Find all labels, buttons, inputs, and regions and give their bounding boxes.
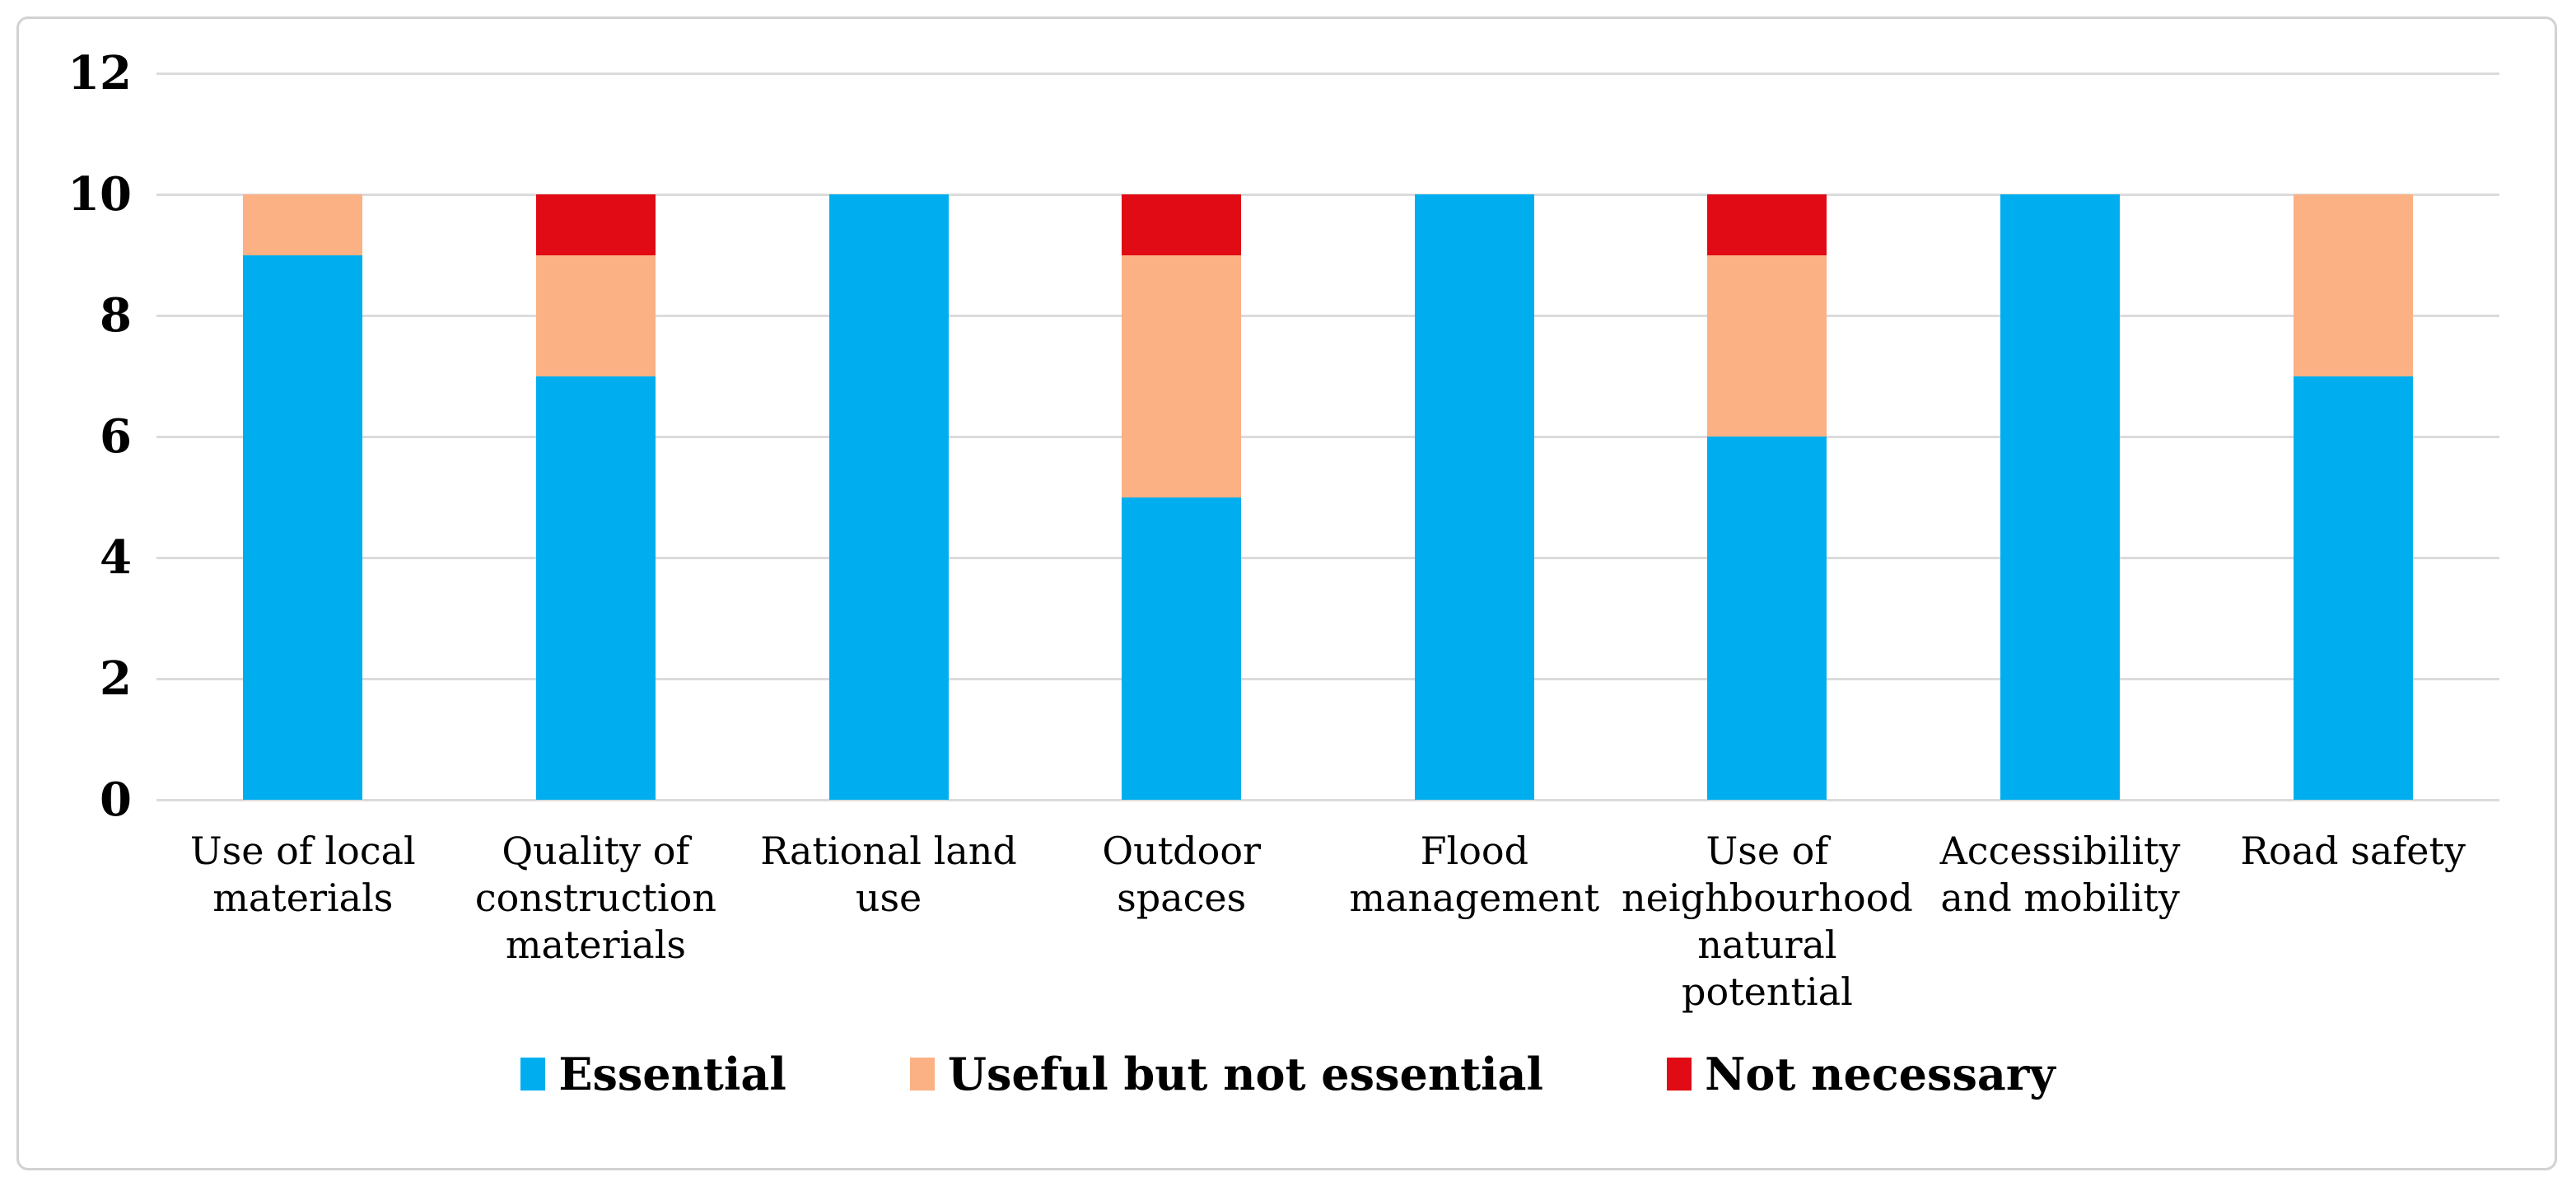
- bar-segment-useful-but-not-essential: [1707, 255, 1827, 437]
- category-label-line: neighbourhood: [1622, 876, 1913, 920]
- bar-segment-useful-but-not-essential: [2293, 194, 2413, 376]
- category-label-line: use: [855, 876, 922, 920]
- bar-segment-essential: [2000, 194, 2121, 800]
- bar-segment-essential: [828, 194, 949, 800]
- category-label-line: management: [1349, 876, 1600, 920]
- gridline-0: [156, 798, 2499, 801]
- category-label: Use of neighbourhood natural potential: [1621, 828, 1914, 1016]
- category-label-line: natural: [1697, 922, 1837, 967]
- category-label: Outdoor spaces: [1035, 828, 1328, 922]
- category-label: Flood management: [1328, 828, 1622, 922]
- bar-segment-essential: [243, 255, 363, 800]
- bar-segment-essential: [2293, 376, 2413, 800]
- category-label-line: Flood: [1420, 829, 1529, 873]
- gridline-12: [156, 72, 2499, 75]
- y-tick-label-2: 2: [100, 652, 132, 706]
- legend-swatch-essential: [520, 1058, 546, 1091]
- category-label: Use of local materials: [156, 828, 450, 922]
- category-label: Rational land use: [742, 828, 1035, 922]
- legend-label-useful-but-not-essential: Useful but not essential: [947, 1048, 1544, 1100]
- bar-segment-not-necessary: [1122, 194, 1242, 255]
- category-label-line: materials: [505, 922, 687, 967]
- category-label-line: Rational land: [760, 829, 1017, 873]
- legend-swatch-useful-but-not-essential: [909, 1058, 935, 1091]
- bar-segment-not-necessary: [1707, 194, 1827, 255]
- category-label: Accessibility and mobility: [1914, 828, 2207, 922]
- legend-item-not-necessary: Not necessary: [1667, 1048, 2056, 1100]
- bar-segment-essential: [1414, 194, 1534, 800]
- category-label: Quality of construction materials: [450, 828, 743, 969]
- bar-segment-not-necessary: [535, 194, 656, 255]
- gridline-6: [156, 435, 2499, 438]
- bar-segment-useful-but-not-essential: [1122, 255, 1242, 497]
- bar-segment-useful-but-not-essential: [535, 255, 656, 376]
- bar-segment-useful-but-not-essential: [243, 194, 363, 255]
- legend-swatch-not-necessary: [1667, 1058, 1692, 1091]
- category-label-line: potential: [1682, 969, 1853, 1014]
- category-label-line: Accessibility: [1939, 829, 2181, 873]
- category-label-line: Use of: [1706, 829, 1829, 873]
- y-tick-label-4: 4: [100, 530, 132, 585]
- legend: Essential Useful but not essential Not nec…: [0, 1048, 2576, 1100]
- category-label-line: construction: [474, 876, 716, 920]
- y-tick-label-10: 10: [68, 167, 132, 222]
- category-label: Road safety: [2206, 828, 2499, 875]
- category-label-line: Road safety: [2240, 829, 2466, 873]
- category-label-line: Quality of: [502, 829, 690, 873]
- y-tick-label-12: 12: [68, 46, 132, 100]
- legend-item-useful-but-not-essential: Useful but not essential: [909, 1048, 1544, 1100]
- category-label-line: spaces: [1117, 876, 1247, 920]
- category-label-line: materials: [212, 876, 394, 920]
- y-tick-label-0: 0: [100, 773, 132, 827]
- category-label-line: Outdoor: [1102, 829, 1262, 873]
- gridline-10: [156, 193, 2499, 196]
- legend-label-essential: Essential: [558, 1048, 786, 1100]
- category-label-line: Use of local: [189, 829, 416, 873]
- gridline-8: [156, 314, 2499, 317]
- category-label-line: and mobility: [1940, 876, 2180, 920]
- y-tick-label-8: 8: [100, 288, 132, 343]
- gridline-4: [156, 556, 2499, 559]
- gridline-2: [156, 677, 2499, 680]
- chart-frame-border: [16, 16, 2557, 1170]
- bar-segment-essential: [1122, 497, 1242, 800]
- y-tick-label-6: 6: [100, 409, 132, 464]
- bar-segment-essential: [1707, 437, 1827, 800]
- legend-label-not-necessary: Not necessary: [1705, 1048, 2056, 1100]
- legend-item-essential: Essential: [520, 1048, 786, 1100]
- bar-segment-essential: [535, 376, 656, 800]
